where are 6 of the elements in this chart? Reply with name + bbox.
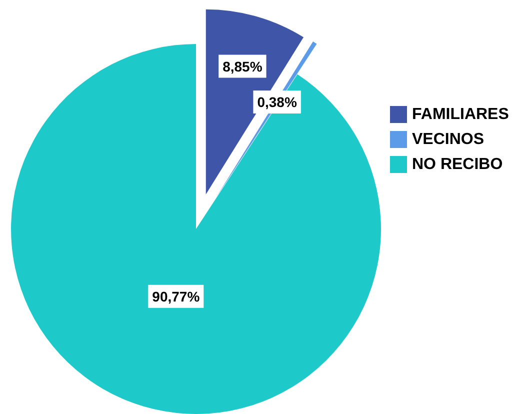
data-label: 0,38%: [257, 94, 298, 110]
data-label: 90,77%: [152, 288, 200, 304]
legend-label: FAMILIARES: [412, 106, 510, 123]
legend-label: VECINOS: [412, 131, 484, 148]
data-label: 8,85%: [222, 58, 263, 74]
legend-label: NO RECIBO: [412, 156, 503, 173]
